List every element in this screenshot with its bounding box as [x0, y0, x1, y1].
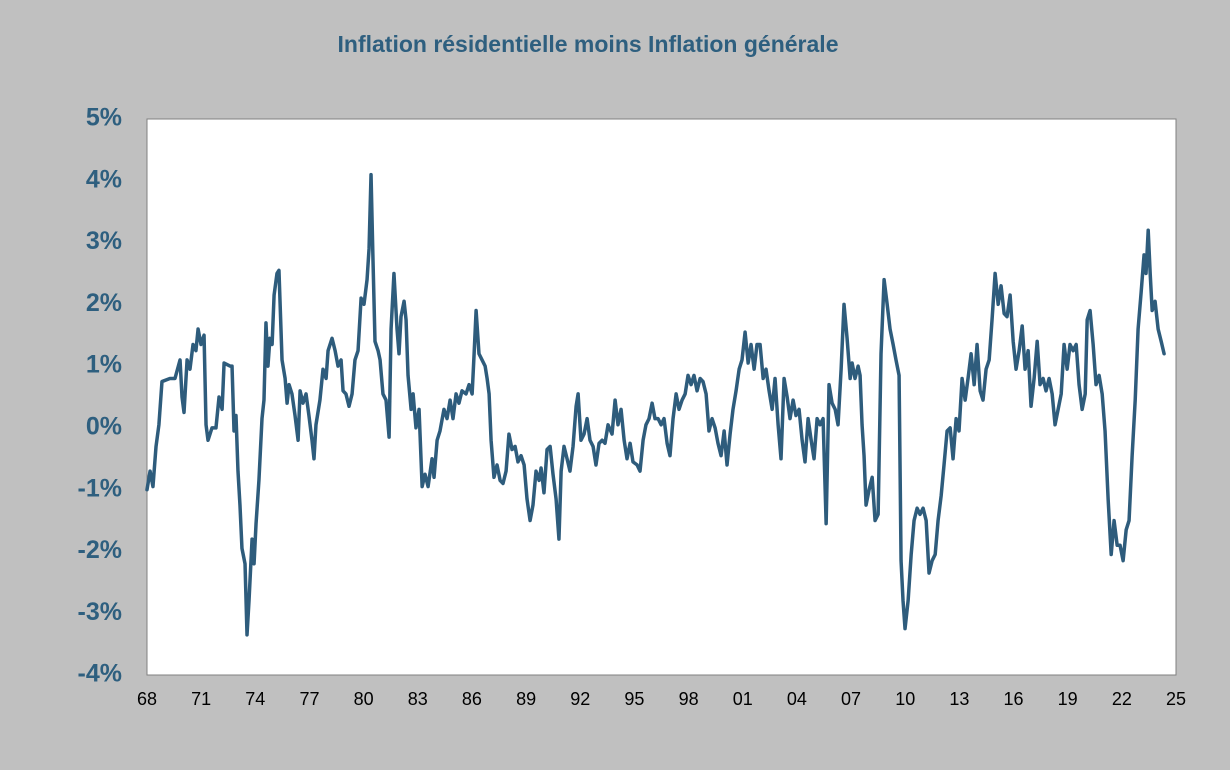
x-tick-label: 25 [1166, 689, 1186, 709]
x-tick-label: 19 [1058, 689, 1078, 709]
x-tick-label: 16 [1004, 689, 1024, 709]
x-tick-label: 95 [624, 689, 644, 709]
x-tick-label: 22 [1112, 689, 1132, 709]
x-tick-label: 01 [733, 689, 753, 709]
y-tick-label: 2% [86, 289, 122, 317]
y-tick-label: -3% [78, 598, 122, 626]
x-tick-label: 77 [299, 689, 319, 709]
x-tick-label: 74 [245, 689, 265, 709]
y-tick-label: -2% [78, 536, 122, 564]
y-tick-label: 0% [86, 412, 122, 440]
x-tick-label: 92 [570, 689, 590, 709]
x-tick-label: 13 [949, 689, 969, 709]
data-line [145, 172, 1166, 637]
y-tick-label: 3% [86, 227, 122, 255]
y-tick-label: -1% [78, 474, 122, 502]
y-tick-label: 4% [86, 165, 122, 193]
x-tick-label: 10 [895, 689, 915, 709]
x-tick-label: 83 [408, 689, 428, 709]
x-tick-label: 80 [354, 689, 374, 709]
y-tick-label: 5% [86, 104, 122, 132]
chart-title: Inflation résidentielle moins Inflation … [338, 31, 839, 57]
x-tick-label: 71 [191, 689, 211, 709]
x-tick-label: 86 [462, 689, 482, 709]
x-tick-label: 89 [516, 689, 536, 709]
x-tick-label: 98 [679, 689, 699, 709]
y-tick-label: -4% [78, 660, 122, 688]
x-tick-label: 68 [137, 689, 157, 709]
x-tick-label: 04 [787, 689, 807, 709]
x-tick-label: 07 [841, 689, 861, 709]
y-tick-label: 1% [86, 351, 122, 379]
